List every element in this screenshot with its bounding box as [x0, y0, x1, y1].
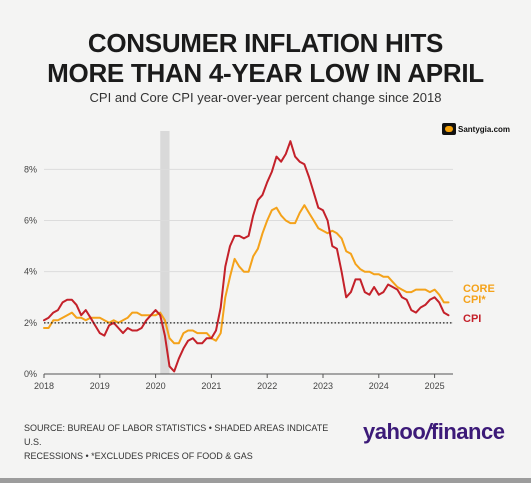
- footer-line-1: SOURCE: BUREAU OF LABOR STATISTICS • SHA…: [24, 423, 329, 447]
- chart-title: CONSUMER INFLATION HITS MORE THAN 4-YEAR…: [0, 28, 531, 88]
- recession-band: [160, 131, 170, 374]
- y-tick-label: 8%: [24, 164, 37, 174]
- y-tick-label: 2%: [24, 318, 37, 328]
- x-tick-label: 2018: [34, 381, 54, 391]
- core-label-line-1: CORE: [463, 283, 495, 295]
- x-tick-label: 2023: [313, 381, 333, 391]
- brand-yahoo: yahoo: [363, 419, 426, 444]
- footer-source: SOURCE: BUREAU OF LABOR STATISTICS • SHA…: [24, 421, 344, 463]
- yahoo-finance-logo: yahoo/finance: [363, 419, 505, 445]
- watermark-text: Santygia.com: [458, 124, 511, 134]
- x-tick-label: 2022: [257, 381, 277, 391]
- bottom-divider: [0, 478, 531, 483]
- core-label-line-2: CPI*: [463, 294, 486, 306]
- x-tick-label: 2024: [369, 381, 389, 391]
- x-tick-label: 2019: [90, 381, 110, 391]
- brand-finance: finance: [430, 419, 505, 444]
- cpi-label: CPI: [463, 313, 481, 325]
- y-tick-label: 6%: [24, 216, 37, 226]
- footer-line-2: RECESSIONS • *EXCLUDES PRICES OF FOOD & …: [24, 451, 253, 461]
- y-tick-label: 0%: [24, 369, 37, 379]
- x-tick-label: 2025: [425, 381, 445, 391]
- title-line-1: CONSUMER INFLATION HITS: [87, 28, 444, 58]
- brand-slash: /: [425, 419, 431, 444]
- x-tick-label: 2020: [146, 381, 166, 391]
- watermark-logo-icon: [442, 123, 456, 135]
- x-tick-label: 2021: [201, 381, 221, 391]
- core-cpi-line: [43, 204, 450, 345]
- cpi-line: [43, 140, 450, 373]
- watermark: Santygia.com: [442, 122, 510, 136]
- y-tick-label: 4%: [24, 267, 37, 277]
- chart-subtitle: CPI and Core CPI year-over-year percent …: [89, 90, 442, 105]
- title-line-2: MORE THAN 4-YEAR LOW IN APRIL: [47, 58, 484, 88]
